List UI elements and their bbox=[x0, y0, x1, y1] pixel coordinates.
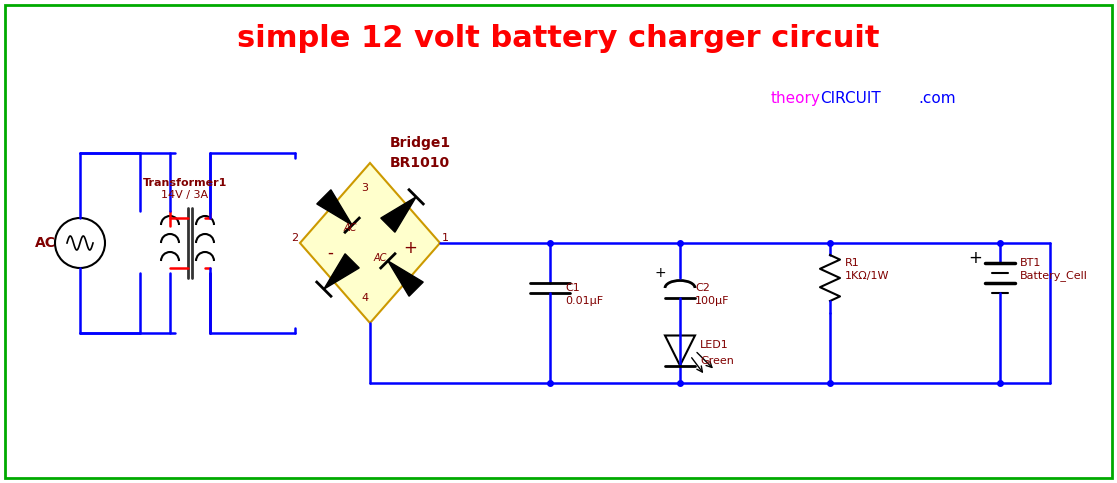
Text: 1: 1 bbox=[441, 233, 449, 243]
Text: Green: Green bbox=[700, 355, 734, 366]
Text: Battery_Cell: Battery_Cell bbox=[1020, 270, 1088, 282]
Text: AC: AC bbox=[343, 223, 356, 233]
FancyBboxPatch shape bbox=[4, 5, 1113, 478]
Text: BR1010: BR1010 bbox=[390, 156, 450, 170]
Polygon shape bbox=[388, 261, 423, 296]
Text: Transformer1: Transformer1 bbox=[143, 178, 227, 188]
Text: BT1: BT1 bbox=[1020, 258, 1041, 268]
Polygon shape bbox=[381, 197, 417, 232]
Text: 14V / 3A: 14V / 3A bbox=[162, 190, 209, 200]
Text: +: + bbox=[403, 239, 417, 257]
Text: theory: theory bbox=[770, 90, 820, 105]
Text: 100μF: 100μF bbox=[695, 296, 729, 306]
Text: +: + bbox=[655, 266, 666, 280]
Polygon shape bbox=[300, 163, 440, 323]
Text: LED1: LED1 bbox=[700, 341, 728, 351]
Text: CIRCUIT: CIRCUIT bbox=[820, 90, 880, 105]
Text: C1: C1 bbox=[565, 283, 580, 293]
Text: R1: R1 bbox=[844, 258, 860, 268]
Text: 4: 4 bbox=[362, 293, 369, 303]
Text: AC: AC bbox=[35, 236, 56, 250]
Text: 2: 2 bbox=[292, 233, 298, 243]
Text: C2: C2 bbox=[695, 283, 710, 293]
Text: 0.01μF: 0.01μF bbox=[565, 296, 603, 306]
Text: AC: AC bbox=[373, 253, 386, 263]
Text: 3: 3 bbox=[362, 183, 369, 193]
Text: .com: .com bbox=[918, 90, 956, 105]
Text: Bridge1: Bridge1 bbox=[390, 136, 450, 150]
Polygon shape bbox=[317, 190, 352, 225]
Polygon shape bbox=[665, 336, 695, 366]
Text: 1KΩ/1W: 1KΩ/1W bbox=[844, 271, 889, 281]
Text: +: + bbox=[968, 249, 982, 267]
Text: simple 12 volt battery charger circuit: simple 12 volt battery charger circuit bbox=[237, 24, 880, 53]
Text: -: - bbox=[327, 244, 333, 262]
Polygon shape bbox=[324, 254, 360, 289]
